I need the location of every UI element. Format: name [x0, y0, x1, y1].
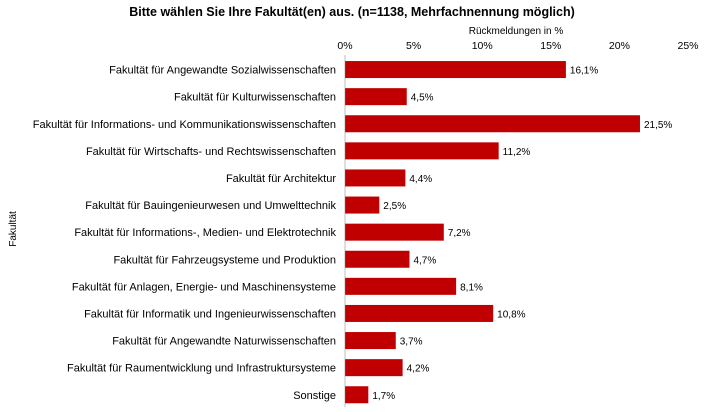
bar — [345, 142, 499, 160]
category-label: Fakultät für Angewandte Sozialwissenscha… — [109, 65, 336, 77]
bar — [345, 223, 444, 241]
data-label: 4,2% — [407, 364, 430, 375]
plot-area: Fakultät für Angewandte Sozialwissenscha… — [33, 55, 672, 408]
x-tick-label: 15% — [540, 40, 561, 52]
category-label: Fakultät für Bauingenieurwesen und Umwel… — [85, 200, 336, 212]
bar — [345, 115, 640, 133]
data-label: 8,1% — [460, 282, 483, 293]
category-label: Fakultät für Angewandte Naturwissenschaf… — [112, 336, 336, 348]
data-label: 4,4% — [409, 174, 432, 185]
category-label: Fakultät für Fahrzeugsysteme und Produkt… — [113, 254, 336, 266]
category-label: Fakultät für Wirtschafts- und Rechtswiss… — [86, 146, 336, 158]
bar — [345, 359, 403, 377]
x-tick-label: 0% — [337, 40, 352, 52]
data-label: 4,7% — [413, 255, 436, 266]
data-label: 10,8% — [497, 309, 525, 320]
x-axis-title: Rückmeldungen in % — [469, 26, 564, 37]
category-label: Fakultät für Informations-, Medien- und … — [74, 227, 336, 239]
data-label: 3,7% — [400, 337, 423, 348]
category-label: Fakultät für Architektur — [226, 173, 336, 185]
bar — [345, 61, 566, 79]
category-label: Sonstige — [293, 390, 336, 402]
bar — [345, 250, 410, 268]
bar — [345, 332, 396, 350]
bar — [345, 277, 457, 295]
category-label: Fakultät für Informations- und Kommunika… — [33, 119, 336, 131]
x-tick-label: 10% — [472, 40, 493, 52]
bar — [345, 169, 406, 187]
category-label: Fakultät für Anlagen, Energie- und Masch… — [72, 281, 336, 293]
bar — [345, 304, 494, 322]
category-label: Fakultät für Kulturwissenschaften — [174, 92, 336, 104]
bar — [345, 196, 380, 214]
data-label: 1,7% — [372, 391, 395, 402]
chart-title: Bitte wählen Sie Ihre Fakultät(en) aus. … — [129, 5, 575, 19]
data-label: 11,2% — [503, 147, 531, 158]
data-label: 16,1% — [570, 66, 598, 77]
data-label: 21,5% — [644, 120, 672, 131]
x-tick-label: 20% — [609, 40, 630, 52]
x-tick-label: 5% — [406, 40, 421, 52]
y-axis-title: Fakultät — [8, 211, 19, 247]
data-label: 4,5% — [411, 93, 434, 104]
category-label: Fakultät für Raumentwicklung und Infrast… — [67, 363, 336, 375]
bar — [345, 386, 369, 404]
x-tick-label: 25% — [677, 40, 698, 52]
x-axis-ticks: 0% 5% 10% 15% 20% 25% — [337, 40, 698, 52]
category-label: Fakultät für Informatik und Ingenieurwis… — [84, 308, 336, 320]
data-label: 7,2% — [448, 228, 471, 239]
data-label: 2,5% — [383, 201, 406, 212]
bar — [345, 88, 407, 106]
